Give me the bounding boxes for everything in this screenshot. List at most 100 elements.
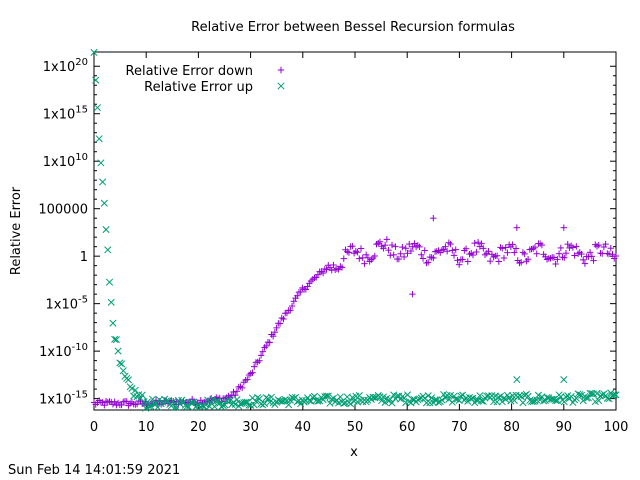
- data-point: [521, 250, 528, 258]
- data-point: [579, 397, 587, 405]
- data-point: [211, 403, 219, 411]
- data-point: [278, 314, 285, 322]
- data-point: [546, 395, 555, 403]
- data-point: [116, 359, 124, 367]
- y-tick-label: 1x1010: [43, 152, 88, 170]
- series-up: [90, 48, 620, 412]
- data-point: [336, 393, 344, 401]
- data-point: [552, 397, 560, 405]
- data-point: [576, 391, 584, 399]
- plot-border: [93, 51, 617, 411]
- data-point: [257, 352, 265, 359]
- data-point: [404, 250, 411, 257]
- data-point: [560, 398, 568, 406]
- y-tick-exponent: -15: [72, 390, 88, 401]
- y-tick-exponent: 15: [75, 105, 88, 116]
- data-point: [464, 258, 472, 265]
- data-point: [518, 259, 525, 266]
- data-point: [562, 249, 570, 257]
- data-point: [612, 252, 620, 260]
- data-point: [493, 252, 501, 259]
- data-point: [586, 249, 594, 256]
- data-point: [219, 402, 227, 410]
- data-point: [294, 292, 301, 299]
- data-point: [531, 243, 539, 251]
- data-point: [378, 397, 386, 405]
- data-point: [449, 247, 456, 254]
- data-point: [534, 391, 542, 399]
- data-point: [459, 256, 466, 263]
- data-point: [397, 250, 404, 257]
- data-point: [107, 298, 115, 306]
- data-point: [304, 283, 311, 290]
- data-point: [578, 250, 585, 258]
- data-point: [338, 264, 346, 271]
- data-point: [251, 363, 258, 370]
- data-point: [383, 236, 391, 243]
- data-point: [380, 245, 387, 252]
- data-point: [297, 400, 305, 408]
- data-point: [105, 278, 114, 286]
- y-tick-exponent: -10: [72, 342, 88, 353]
- data-point: [102, 225, 110, 234]
- x-axis-label: x: [350, 445, 358, 460]
- data-point: [473, 248, 480, 256]
- data-point: [171, 403, 179, 411]
- y-axis-label: Relative Error: [9, 186, 24, 275]
- data-point: [454, 257, 461, 264]
- data-point: [479, 397, 487, 405]
- timestamp-footer: Sun Feb 14 14:01:59 2021: [8, 463, 181, 478]
- data-point: [452, 246, 459, 253]
- data-point: [280, 315, 287, 323]
- x-tick-label: 40: [295, 420, 312, 435]
- data-point: [434, 398, 443, 406]
- data-point: [486, 257, 494, 265]
- data-point: [610, 391, 618, 399]
- data-point: [244, 376, 251, 383]
- data-point: [569, 244, 577, 251]
- chart-title: Relative Error between Bessel Recursion …: [191, 20, 515, 35]
- y-tick-label: 1x10-5: [46, 295, 89, 313]
- y-tick-exponent: 20: [75, 57, 88, 68]
- data-point: [340, 255, 347, 262]
- data-point: [481, 251, 489, 259]
- legend-label: Relative Error down: [126, 64, 253, 79]
- data-point: [590, 257, 597, 264]
- data-point: [485, 248, 492, 255]
- y-tick-base: 1x10: [43, 155, 76, 170]
- y-tick-label: 1x1015: [43, 105, 88, 123]
- data-point-outlier: [560, 376, 568, 384]
- x-tick-label: 10: [138, 420, 155, 435]
- data-point: [424, 392, 432, 400]
- axis-ticks: 0 10 20 30 40 50 60 70 80 90 1001x10-151x10-101x10…: [38, 52, 628, 435]
- data-point: [498, 398, 506, 406]
- data-point: [419, 255, 427, 262]
- data-point: [259, 348, 267, 355]
- data-point: [138, 391, 146, 399]
- data-point: [499, 245, 506, 252]
- data-point: [322, 392, 331, 400]
- data-point: [593, 389, 601, 398]
- x-tick-label: 20: [190, 420, 207, 435]
- data-point: [345, 249, 353, 256]
- data-point: [459, 391, 467, 399]
- data-point: [400, 253, 408, 261]
- y-tick-base: 1x10: [43, 60, 76, 75]
- data-point: [411, 240, 418, 247]
- data-point: [466, 250, 473, 258]
- x-tick-label: 30: [242, 420, 259, 435]
- y-tick-base: 1x10: [39, 393, 72, 408]
- data-point: [347, 400, 355, 408]
- data-point: [118, 401, 125, 409]
- y-tick-exponent: 10: [75, 152, 88, 163]
- data-point: [519, 399, 527, 407]
- legend-marker: [277, 66, 285, 74]
- data-point: [245, 401, 253, 409]
- data-point: [176, 400, 184, 408]
- data-point: [256, 357, 263, 364]
- data-point: [128, 384, 136, 392]
- data-point: [101, 402, 108, 409]
- data-point: [371, 252, 378, 260]
- data-point: [471, 239, 478, 247]
